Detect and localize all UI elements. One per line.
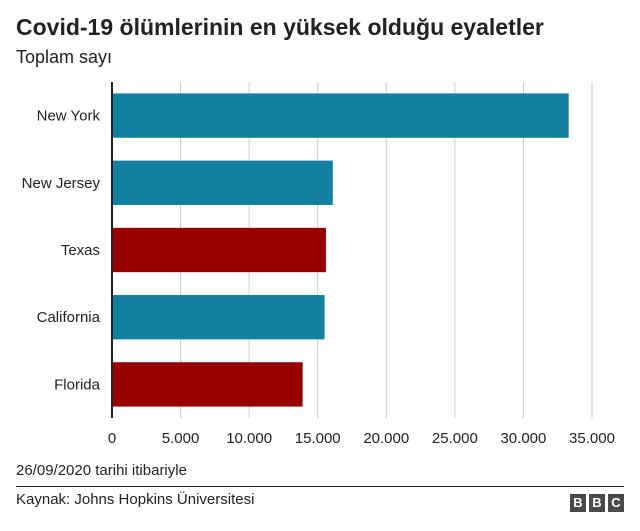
chart-title: Covid-19 ölümlerinin en yüksek olduğu ey… bbox=[16, 14, 544, 40]
bar bbox=[112, 295, 325, 340]
logo-letter: B bbox=[589, 494, 605, 512]
bars bbox=[112, 93, 569, 407]
x-tick-labels: 0 5.000 10.000 15.000 20.000 25.000 30.000 35.0… bbox=[108, 430, 615, 447]
category-label: Florida bbox=[54, 376, 101, 393]
x-tick-label: 30.000 bbox=[500, 430, 546, 447]
logo-letter: C bbox=[608, 494, 624, 512]
logo-letter: B bbox=[570, 494, 586, 512]
footer-divider bbox=[16, 486, 624, 487]
x-tick-label: 35.000 bbox=[569, 430, 615, 447]
x-tick-label: 10.000 bbox=[226, 430, 272, 447]
bar bbox=[112, 160, 333, 205]
x-tick-label: 0 bbox=[108, 430, 116, 447]
category-label: Texas bbox=[61, 242, 100, 259]
x-tick-label: 15.000 bbox=[295, 430, 341, 447]
bar bbox=[112, 227, 326, 273]
category-labels: New York New Jersey Texas California Florida bbox=[22, 108, 101, 394]
bar bbox=[112, 93, 569, 138]
x-tick-label: 20.000 bbox=[363, 430, 409, 447]
category-label: New York bbox=[37, 108, 101, 125]
category-label: New Jersey bbox=[22, 175, 101, 192]
source-note: Kaynak: Johns Hopkins Üniversitesi bbox=[16, 491, 255, 508]
x-tick-label: 5.000 bbox=[162, 430, 200, 447]
category-label: California bbox=[37, 309, 101, 326]
date-note: 26/09/2020 tarihi itibariyle bbox=[16, 462, 187, 479]
bar bbox=[112, 362, 303, 407]
bbc-logo: B B C bbox=[570, 494, 624, 512]
chart-subtitle: Toplam sayı bbox=[16, 47, 113, 67]
x-tick-label: 25.000 bbox=[432, 430, 478, 447]
